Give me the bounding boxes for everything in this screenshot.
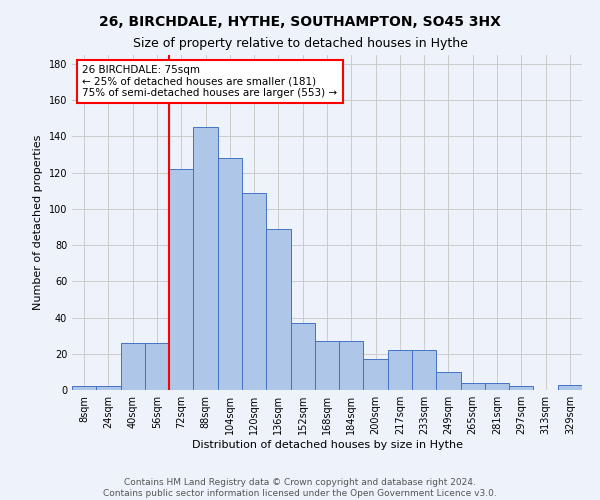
Bar	[121, 343, 145, 390]
Text: 26, BIRCHDALE, HYTHE, SOUTHAMPTON, SO45 3HX: 26, BIRCHDALE, HYTHE, SOUTHAMPTON, SO45 …	[99, 15, 501, 29]
Bar	[290, 323, 315, 390]
Bar	[218, 158, 242, 390]
Bar	[96, 386, 121, 390]
Bar	[436, 372, 461, 390]
Text: Size of property relative to detached houses in Hythe: Size of property relative to detached ho…	[133, 38, 467, 51]
X-axis label: Distribution of detached houses by size in Hythe: Distribution of detached houses by size …	[191, 440, 463, 450]
Bar	[364, 359, 388, 390]
Bar	[315, 341, 339, 390]
Bar	[509, 386, 533, 390]
Text: Contains HM Land Registry data © Crown copyright and database right 2024.
Contai: Contains HM Land Registry data © Crown c…	[103, 478, 497, 498]
Bar	[242, 192, 266, 390]
Bar	[72, 386, 96, 390]
Bar	[461, 383, 485, 390]
Bar	[412, 350, 436, 390]
Bar	[169, 169, 193, 390]
Bar	[339, 341, 364, 390]
Y-axis label: Number of detached properties: Number of detached properties	[33, 135, 43, 310]
Bar	[193, 128, 218, 390]
Bar	[388, 350, 412, 390]
Bar	[485, 383, 509, 390]
Bar	[145, 343, 169, 390]
Bar	[558, 384, 582, 390]
Bar	[266, 229, 290, 390]
Text: 26 BIRCHDALE: 75sqm
← 25% of detached houses are smaller (181)
75% of semi-detac: 26 BIRCHDALE: 75sqm ← 25% of detached ho…	[82, 65, 337, 98]
